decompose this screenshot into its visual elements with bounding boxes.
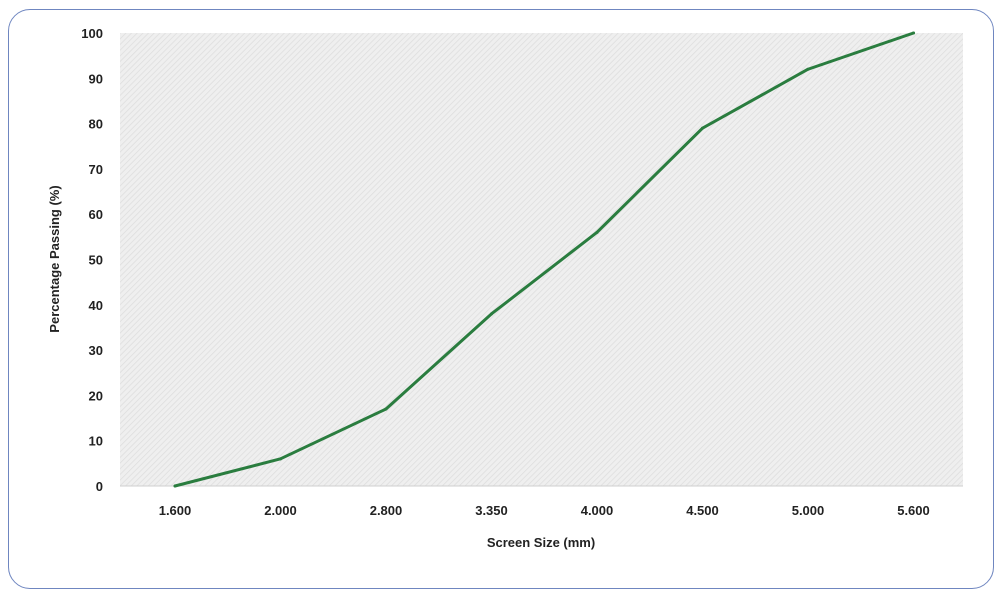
data-point: [490, 312, 493, 316]
y-tick-label: 0: [96, 479, 103, 494]
x-tick-label: 3.350: [475, 503, 508, 518]
x-tick-label: 1.600: [159, 503, 192, 518]
x-axis-title: Screen Size (mm): [487, 535, 595, 550]
y-tick-label: 80: [89, 117, 103, 132]
x-tick-label: 5.000: [792, 503, 825, 518]
x-tick-label: 4.000: [581, 503, 614, 518]
series-line: [173, 31, 915, 488]
series-points: [173, 31, 915, 488]
data-point: [595, 230, 599, 234]
y-tick-label: 20: [89, 388, 103, 403]
x-tick-label: 2.000: [264, 503, 297, 518]
y-tick-label: 70: [89, 162, 103, 177]
y-tick-label: 10: [89, 434, 103, 449]
y-tick-label: 90: [89, 71, 103, 86]
percentage-passing-chart: 0 10 20 30 40 50 60 70 80 90 100 1.600 2.000 2.800 3.…: [47, 26, 963, 550]
data-point: [912, 31, 915, 35]
y-axis-ticks: 0 10 20 30 40 50 60 70 80 90 100: [81, 26, 103, 494]
x-axis-ticks: 1.600 2.000 2.800 3.350 4.000 4.500 5.000 5.600: [159, 503, 930, 518]
data-point: [279, 457, 282, 461]
y-tick-label: 40: [89, 298, 103, 313]
y-tick-label: 50: [89, 253, 103, 268]
x-tick-label: 2.800: [370, 503, 403, 518]
y-axis-title: Percentage Passing (%): [47, 185, 62, 332]
x-tick-label: 5.600: [897, 503, 930, 518]
data-point: [806, 67, 810, 71]
x-tick-label: 4.500: [686, 503, 719, 518]
y-tick-label: 30: [89, 343, 103, 358]
plot-area: [120, 33, 963, 486]
y-tick-label: 100: [81, 26, 103, 41]
y-tick-label: 60: [89, 207, 103, 222]
data-point: [384, 407, 388, 411]
data-point: [173, 484, 177, 488]
data-point: [701, 126, 704, 130]
